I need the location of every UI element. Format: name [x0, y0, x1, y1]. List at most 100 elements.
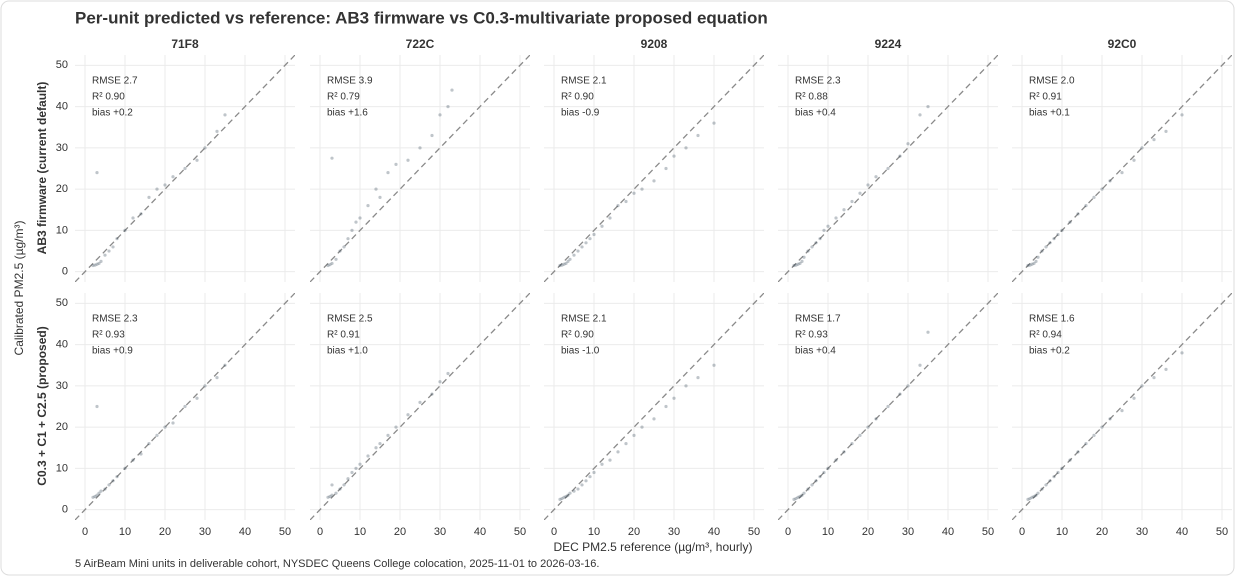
x-tick-label: 40	[1176, 526, 1188, 538]
points	[310, 293, 530, 520]
point	[1132, 158, 1136, 162]
caption: 5 AirBeam Mini units in deliverable coho…	[75, 558, 599, 570]
x-tick-label: 20	[159, 526, 171, 538]
point	[115, 237, 119, 241]
identity-line	[778, 293, 998, 520]
point	[1026, 263, 1030, 268]
y-tick-label: 0	[62, 504, 68, 516]
point	[203, 384, 207, 388]
point	[446, 371, 450, 376]
point	[446, 104, 450, 109]
point	[822, 228, 826, 233]
point	[394, 162, 398, 166]
point	[818, 475, 822, 479]
point	[1052, 475, 1056, 479]
point	[107, 483, 111, 487]
x-tick-label: 30	[1136, 526, 1148, 538]
x-tick-label: 0	[1019, 526, 1025, 538]
point	[652, 179, 656, 183]
point	[171, 421, 175, 425]
point	[616, 450, 620, 454]
point	[592, 470, 596, 475]
point	[406, 158, 410, 162]
point	[1132, 396, 1136, 400]
point	[95, 404, 99, 409]
point	[334, 257, 338, 261]
point	[1044, 483, 1048, 487]
point	[568, 491, 572, 495]
point	[600, 224, 604, 228]
y-tick-label: 20	[56, 183, 68, 195]
point	[430, 133, 434, 138]
points	[544, 55, 764, 282]
facet-title: 92C0	[1108, 37, 1137, 51]
stat-annotation: bias +0.4	[795, 346, 836, 357]
point	[195, 158, 199, 162]
point	[328, 494, 332, 499]
x-tick-label: 40	[474, 526, 486, 538]
point	[672, 396, 676, 400]
point	[450, 88, 454, 92]
stat-annotation: bias -1.0	[561, 346, 600, 357]
point	[342, 245, 346, 249]
point	[794, 496, 798, 501]
point	[926, 330, 930, 334]
point	[696, 133, 700, 138]
point	[564, 261, 568, 266]
point	[576, 487, 580, 491]
point	[826, 466, 830, 471]
point	[1030, 262, 1034, 266]
point	[223, 363, 227, 367]
point	[354, 466, 358, 471]
stat-annotation: RMSE 2.3	[795, 76, 841, 87]
point	[1028, 263, 1032, 267]
row-label: AB3 firmware (current default)	[35, 82, 49, 255]
point	[326, 495, 330, 499]
point	[822, 470, 826, 475]
point	[842, 208, 846, 212]
point	[1092, 195, 1096, 199]
point	[1032, 261, 1036, 266]
point	[806, 487, 810, 491]
point	[792, 263, 796, 268]
point	[632, 433, 636, 437]
stat-annotation: bias +1.0	[327, 346, 368, 357]
point	[600, 462, 604, 466]
point	[342, 483, 346, 487]
point	[1068, 458, 1072, 462]
point	[926, 104, 930, 109]
point	[1084, 204, 1088, 208]
point	[1040, 487, 1044, 491]
point	[111, 479, 115, 483]
point	[350, 228, 354, 233]
point	[139, 212, 143, 216]
point	[834, 458, 838, 462]
point	[814, 241, 818, 245]
point	[632, 191, 636, 195]
y-axis-label: Calibrated PM2.5 (µg/m³)	[12, 221, 26, 356]
point	[580, 483, 584, 487]
x-tick-label: 50	[982, 526, 994, 538]
point	[564, 494, 568, 499]
point	[386, 433, 390, 437]
stat-annotation: R² 0.79	[327, 92, 360, 103]
panel: 0 10 20 30 40 50 71F8 RMSE 2.7 R² 0.90 bias +0.2	[56, 37, 295, 282]
point	[354, 220, 358, 224]
x-tick-label: 50	[748, 526, 760, 538]
point	[584, 241, 588, 245]
point	[858, 191, 862, 195]
point	[818, 237, 822, 241]
point	[330, 261, 334, 266]
point	[203, 146, 207, 150]
point	[1140, 146, 1144, 150]
point	[418, 400, 422, 404]
point	[131, 458, 135, 462]
point	[800, 493, 804, 497]
point	[568, 257, 572, 261]
point	[330, 493, 334, 497]
x-tick-label: 10	[1056, 526, 1068, 538]
panel: 0 10 20 30 40 50 RMSE 2.5 R² 0.91 bias +1.0	[310, 293, 530, 538]
point	[163, 183, 167, 187]
point	[624, 442, 628, 446]
